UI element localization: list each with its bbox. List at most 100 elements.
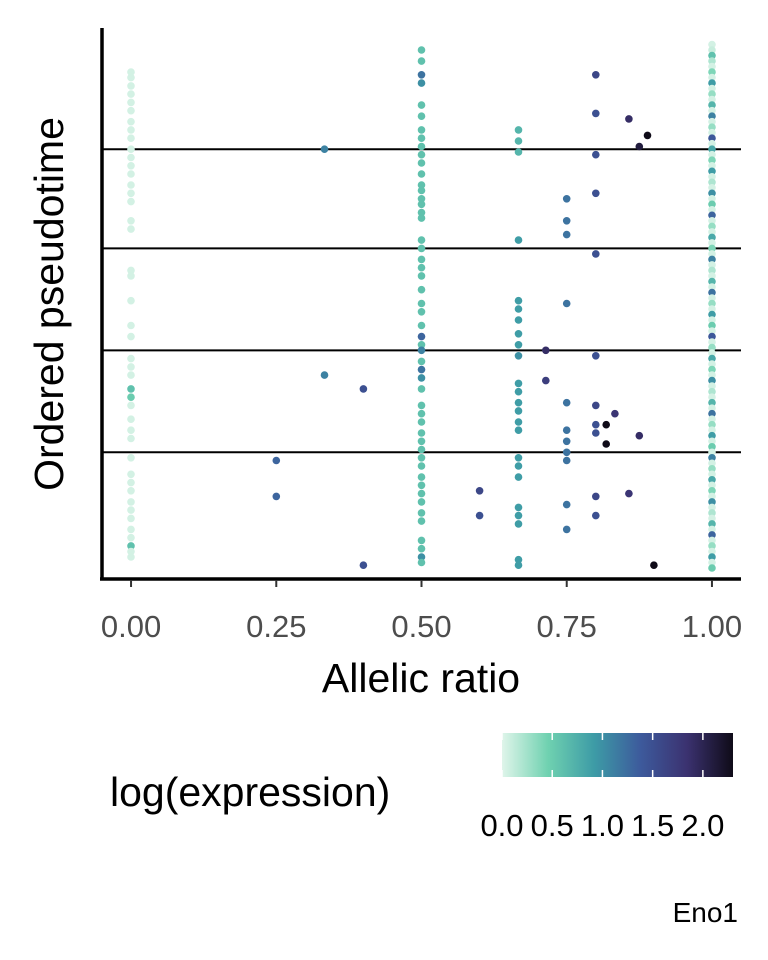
data-point — [127, 145, 135, 153]
data-point — [708, 283, 716, 291]
data-point — [127, 217, 135, 225]
data-point — [708, 62, 716, 71]
data-point — [514, 561, 523, 569]
color-legend: log(expression) 0.0 0.5 1.0 1.5 2.0 — [110, 733, 733, 843]
data-point — [127, 371, 135, 379]
data-point — [127, 197, 135, 206]
data-point — [562, 426, 571, 435]
colorbar-ticks: 0.0 0.5 1.0 1.5 2.0 — [480, 733, 724, 843]
data-point — [708, 272, 716, 280]
data-point — [708, 84, 716, 93]
data-point — [514, 511, 523, 520]
data-point — [417, 71, 426, 79]
data-point — [592, 429, 600, 437]
data-point — [417, 142, 426, 151]
data-point — [708, 95, 716, 104]
data-point — [417, 46, 426, 54]
data-point — [417, 401, 426, 410]
data-point — [417, 208, 426, 217]
data-point — [417, 544, 426, 553]
data-point — [592, 492, 600, 501]
data-point — [708, 476, 716, 484]
data-point — [514, 379, 523, 388]
data-point — [417, 195, 426, 203]
data-point — [542, 376, 550, 385]
data-point — [320, 371, 329, 379]
data-point — [708, 409, 716, 418]
data-point — [602, 420, 610, 429]
data-point — [417, 159, 426, 167]
data-point — [514, 148, 523, 156]
data-point — [708, 40, 716, 49]
data-point — [514, 555, 523, 564]
data-point — [562, 456, 571, 465]
data-point — [417, 445, 426, 454]
data-point — [708, 222, 716, 231]
data-point — [417, 236, 426, 244]
data-point — [127, 553, 135, 561]
data-point — [708, 349, 716, 357]
data-point — [417, 126, 426, 134]
data-point — [514, 126, 523, 134]
data-point — [708, 354, 716, 363]
data-point — [127, 506, 135, 514]
data-point — [708, 536, 716, 545]
data-point — [708, 217, 716, 225]
data-point — [708, 277, 716, 286]
data-point — [417, 365, 426, 374]
data-point — [127, 162, 135, 170]
data-point — [127, 470, 135, 479]
data-point — [127, 126, 135, 134]
data-point — [417, 341, 426, 349]
data-point — [708, 459, 716, 468]
data-point — [708, 426, 716, 435]
data-point — [708, 525, 716, 534]
data-point — [514, 352, 523, 360]
data-point — [592, 109, 600, 118]
data-point — [417, 112, 426, 120]
data-point — [475, 511, 484, 520]
data-point — [272, 456, 281, 465]
data-point — [708, 437, 716, 446]
data-point — [708, 531, 716, 539]
data-point — [562, 230, 571, 239]
data-point — [708, 431, 716, 440]
data-point — [708, 316, 716, 324]
data-point — [708, 145, 716, 153]
data-point — [708, 139, 716, 148]
data-point — [417, 498, 426, 506]
data-point — [592, 189, 600, 198]
data-point — [562, 500, 571, 509]
data-point — [127, 189, 135, 198]
data-point — [708, 178, 716, 187]
data-point — [417, 200, 426, 209]
data-point — [417, 346, 426, 355]
data-point — [127, 498, 135, 506]
data-point — [514, 137, 523, 145]
data-point — [708, 106, 716, 115]
data-point — [708, 310, 716, 319]
data-point — [127, 547, 135, 556]
data-point — [708, 558, 716, 567]
data-point — [127, 73, 135, 82]
data-point — [708, 420, 716, 429]
data-points — [127, 40, 716, 572]
data-point — [514, 473, 523, 481]
data-point — [708, 564, 716, 572]
data-point — [417, 385, 426, 393]
data-point — [127, 415, 135, 424]
data-point — [708, 156, 716, 164]
data-point — [417, 308, 426, 316]
data-point — [475, 487, 484, 495]
data-point — [708, 338, 716, 346]
data-point — [708, 266, 716, 275]
data-point — [514, 305, 523, 313]
y-axis-title: Ordered pseudotime — [26, 117, 72, 491]
data-point — [417, 517, 426, 525]
data-point — [708, 150, 716, 159]
data-point — [708, 134, 716, 142]
data-point — [562, 448, 571, 457]
data-point — [708, 73, 716, 82]
data-point — [708, 514, 716, 523]
data-point — [417, 150, 426, 159]
